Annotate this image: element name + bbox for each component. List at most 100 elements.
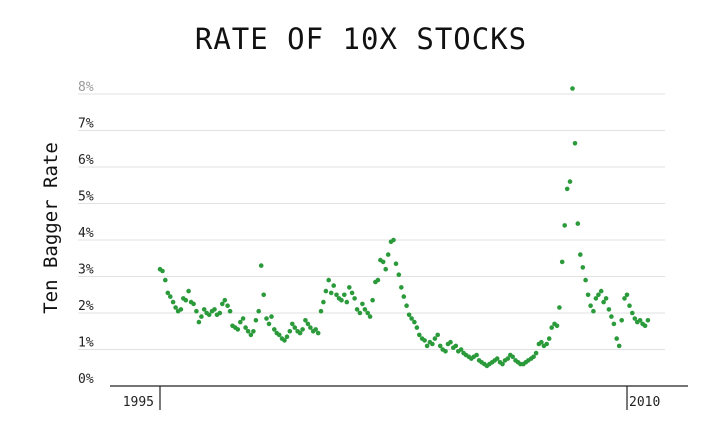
- data-point: [360, 301, 365, 307]
- data-point: [539, 339, 544, 345]
- data-point: [160, 268, 165, 274]
- data-point: [391, 237, 396, 243]
- data-point: [603, 296, 609, 301]
- y-axis-label: Ten Bagger Rate: [40, 142, 62, 314]
- data-point: [422, 338, 427, 343]
- data-point: [562, 223, 567, 228]
- data-point: [305, 321, 311, 327]
- gridlines: [78, 93, 665, 350]
- data-point: [282, 338, 287, 343]
- data-point: [559, 259, 565, 265]
- data-point: [409, 316, 414, 321]
- data-point: [575, 221, 581, 226]
- data-point: [583, 277, 588, 283]
- data-point: [435, 332, 441, 338]
- y-tick-labels: 0% 1% 2% 3% 4% 5% 6% 7% 8%: [78, 80, 94, 387]
- data-point: [191, 301, 196, 307]
- data-point: [284, 334, 290, 340]
- data-point: [292, 325, 298, 330]
- data-point: [300, 327, 305, 332]
- data-point: [217, 310, 223, 316]
- data-point: [642, 323, 648, 329]
- data-point: [170, 299, 176, 305]
- data-point: [570, 86, 575, 91]
- data-point: [344, 299, 350, 305]
- data-point: [245, 329, 251, 334]
- data-point: [601, 299, 606, 305]
- data-point: [212, 307, 217, 312]
- y-tick-label: 0%: [78, 372, 94, 387]
- data-point: [328, 290, 334, 296]
- data-point: [349, 290, 355, 296]
- data-point: [276, 332, 282, 338]
- data-point: [401, 294, 407, 299]
- data-point: [163, 277, 168, 283]
- y-tick-label: 2%: [78, 299, 94, 314]
- data-point: [596, 292, 601, 298]
- data-point: [567, 179, 573, 184]
- data-points: [157, 86, 651, 369]
- data-point: [505, 356, 511, 361]
- data-point: [321, 299, 326, 305]
- data-point: [458, 347, 464, 352]
- data-point: [404, 303, 409, 309]
- y-tick-label: 1%: [78, 336, 94, 351]
- data-point: [194, 308, 199, 314]
- data-point: [619, 318, 624, 323]
- data-point: [308, 325, 313, 330]
- data-point: [412, 319, 417, 325]
- data-point: [474, 352, 479, 358]
- data-point: [414, 325, 420, 330]
- data-point: [624, 292, 630, 298]
- data-point: [399, 285, 404, 290]
- data-point: [637, 318, 643, 323]
- data-point: [564, 186, 570, 192]
- chart-title: RATE OF 10X STOCKS: [194, 22, 528, 56]
- data-point: [380, 259, 386, 265]
- data-point: [199, 314, 204, 319]
- data-point: [554, 323, 560, 329]
- data-point: [227, 308, 233, 314]
- data-point: [622, 296, 627, 301]
- data-point: [383, 266, 389, 272]
- data-point: [531, 354, 536, 360]
- data-point: [339, 297, 344, 303]
- y-tick-label: 3%: [78, 263, 94, 278]
- data-point: [448, 339, 453, 345]
- y-tick-label: 8%: [78, 80, 94, 95]
- data-point: [261, 292, 267, 298]
- data-point: [201, 307, 207, 312]
- data-point: [606, 307, 612, 312]
- data-point: [616, 343, 622, 349]
- data-point: [494, 356, 500, 361]
- data-point: [614, 336, 619, 341]
- y-tick-label: 7%: [78, 117, 94, 132]
- data-point: [354, 307, 360, 312]
- data-point: [235, 327, 241, 332]
- data-point: [251, 329, 256, 334]
- data-point: [357, 310, 363, 316]
- data-point: [256, 308, 262, 314]
- data-point: [266, 321, 272, 327]
- data-point: [557, 305, 562, 310]
- data-point: [323, 288, 329, 294]
- data-point: [370, 297, 375, 303]
- y-tick-label: 6%: [78, 153, 94, 168]
- data-point: [630, 310, 635, 316]
- data-point: [287, 329, 293, 334]
- data-point: [248, 332, 254, 338]
- data-point: [453, 343, 459, 349]
- data-point: [593, 296, 599, 301]
- data-point: [588, 303, 593, 309]
- data-point: [645, 318, 651, 323]
- data-point: [222, 297, 228, 303]
- data-point: [183, 297, 189, 303]
- data-point: [352, 296, 357, 301]
- data-point: [432, 336, 438, 341]
- data-point: [443, 349, 448, 354]
- x-axis: 1995 2010: [110, 385, 688, 410]
- data-point: [591, 308, 596, 314]
- data-point: [437, 343, 443, 349]
- data-point: [585, 292, 591, 298]
